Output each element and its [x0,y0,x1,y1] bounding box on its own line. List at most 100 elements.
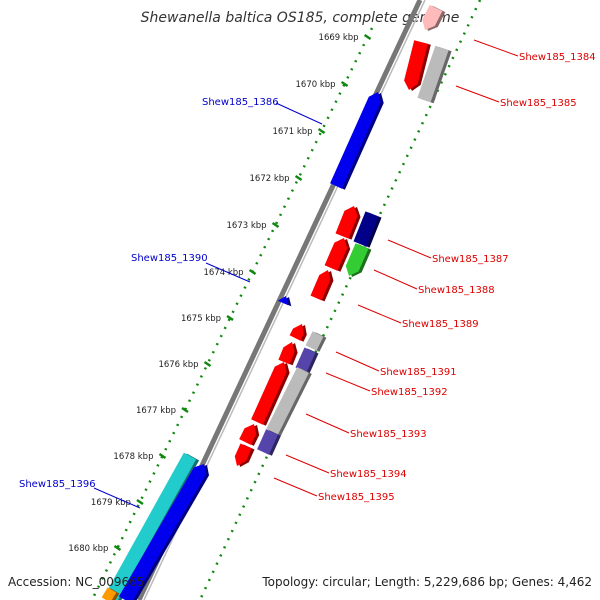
tick-label: 1669 kbp [319,33,359,43]
gene-body [239,424,257,445]
gene-body [101,587,117,600]
gene-1388[interactable] [345,243,372,277]
gene-1386[interactable] [330,92,384,190]
gene-body [305,331,324,351]
tick-mark [181,406,189,414]
tick-mark [271,221,280,229]
gene-features [101,4,452,600]
gene-1391g[interactable] [305,331,327,352]
tick-label: 1674 kbp [203,268,243,278]
label-leader [305,413,350,434]
label-leader [357,304,402,324]
gene-1393r[interactable] [251,362,290,426]
gene-1398[interactable] [101,587,120,600]
tick-label: 1677 kbp [136,406,176,416]
label-leader [325,372,371,392]
accession-text: Accession: NC_009665 [8,575,144,589]
label-leader [93,487,141,509]
gene-label-1395[interactable]: Shew185_1395 [318,492,395,503]
gene-body [289,324,304,341]
gene-body [278,342,295,365]
tick-labels: 1669 kbp 1670 kbp 1671 kbp 1672 kbp 1673 kbp… [68,33,372,554]
gene-1387r[interactable] [335,206,361,240]
gene-label-1385[interactable]: Shew185_1385 [500,98,577,109]
gene-1395[interactable] [234,443,255,468]
tick-ring-left [90,27,374,600]
tick-label: 1673 kbp [227,221,267,231]
gene-body [103,452,197,600]
gene-labels: Shew185_1384 Shew185_1385 Shew185_1386 Shew… [19,39,596,509]
gene-body [345,243,369,276]
gene-label-1394[interactable]: Shew185_1394 [330,469,407,480]
label-leader [455,85,500,103]
gene-1393[interactable] [266,367,312,436]
tick-mark [248,268,257,276]
gene-1394r[interactable] [239,424,260,446]
gene-label-1387[interactable]: Shew185_1387 [432,254,509,265]
gene-body [277,296,289,306]
tick-label: 1671 kbp [273,127,313,137]
gene-body [251,362,287,425]
gene-body [257,429,278,455]
gene-1394[interactable] [257,429,281,456]
gene-1392[interactable] [295,347,319,374]
gene-body [417,45,449,103]
gene-label-1392[interactable]: Shew185_1392 [371,387,448,398]
tick-label: 1676 kbp [158,360,198,370]
label-leader [473,39,519,57]
tick-mark [203,360,212,368]
tick-label: 1680 kbp [68,544,108,554]
tick-label: 1679 kbp [91,498,131,508]
tick-mark [363,33,372,41]
gene-1391[interactable] [289,324,307,342]
topology-text: Topology: circular; Length: 5,229,686 bp… [261,575,592,589]
gene-label-1391[interactable]: Shew185_1391 [380,367,457,378]
gene-label-1389[interactable]: Shew185_1389 [402,319,479,330]
map-title: Shewanella baltica OS185, complete genom… [141,10,460,26]
tick-label: 1678 kbp [113,452,153,462]
label-leader [205,262,251,283]
gene-body [234,443,252,466]
gene-body [335,206,358,239]
gene-1385[interactable] [417,45,452,104]
label-leader [335,351,380,372]
label-leader [275,102,323,125]
gene-1384b[interactable] [422,4,446,32]
gene-label-1393[interactable]: Shew185_1393 [350,429,427,440]
tick-label: 1670 kbp [296,80,336,90]
gene-1388r[interactable] [324,238,351,272]
gene-body [310,270,331,301]
gene-label-1396[interactable]: Shew185_1396 [19,479,96,490]
gene-body [330,92,381,189]
label-leader [373,269,418,290]
tick-mark [113,544,122,552]
gene-label-1384[interactable]: Shew185_1384 [519,52,596,63]
gene-label-1386[interactable]: Shew185_1386 [202,97,279,108]
tick-label: 1675 kbp [181,314,221,324]
gene-body [266,367,309,435]
gene-body [404,40,428,90]
gene-body [353,211,379,247]
gene-body [295,347,316,373]
tick-mark [317,127,326,135]
gene-1384[interactable] [404,40,431,91]
gene-body [324,238,348,271]
tick-mark [226,314,234,322]
gene-1390[interactable] [277,296,292,307]
gene-1392r[interactable] [278,342,298,366]
gene-1396[interactable] [103,452,200,600]
tick-mark [294,174,303,182]
gene-label-1390[interactable]: Shew185_1390 [131,253,208,264]
gene-body [118,464,206,600]
label-leader [285,454,330,474]
dotted-ring-left [90,27,374,600]
gene-1397[interactable] [118,464,209,600]
label-leader [387,239,432,259]
gene-label-1388[interactable]: Shew185_1388 [418,285,495,296]
gene-1389[interactable] [310,270,334,302]
label-leader [273,477,318,497]
tick-label: 1672 kbp [250,174,290,184]
tick-mark [136,498,144,506]
gene-1387[interactable] [353,211,382,248]
